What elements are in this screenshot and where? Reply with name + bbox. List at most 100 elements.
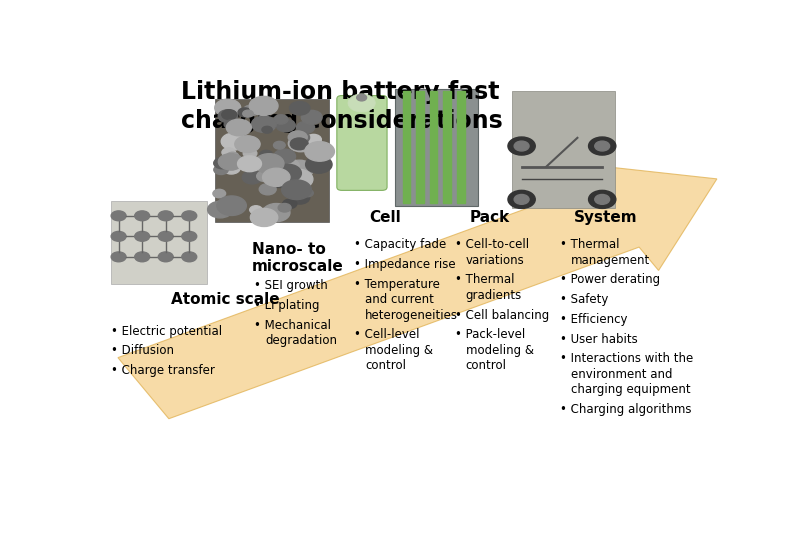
Text: management: management [571,254,650,266]
Circle shape [306,134,322,144]
FancyBboxPatch shape [337,95,387,190]
Text: variations: variations [466,254,525,266]
Circle shape [214,99,241,116]
Text: Lithium-ion battery fast
charging considerations: Lithium-ion battery fast charging consid… [181,80,502,133]
Circle shape [243,149,257,158]
Bar [457,91,465,204]
Text: Pack: Pack [470,209,510,224]
Circle shape [251,116,276,132]
Circle shape [222,162,240,174]
Circle shape [290,138,308,150]
Circle shape [306,156,332,173]
Text: • Cell-level: • Cell-level [354,328,420,341]
Circle shape [297,122,314,133]
Circle shape [226,152,238,160]
Circle shape [282,180,311,199]
Circle shape [217,196,246,215]
Circle shape [250,206,262,214]
Circle shape [218,110,238,123]
Circle shape [290,191,310,204]
Circle shape [158,252,173,262]
Text: • Charging algorithms: • Charging algorithms [560,402,691,416]
Text: • Charge transfer: • Charge transfer [111,364,215,377]
Circle shape [226,119,251,136]
Text: • User habits: • User habits [560,333,638,345]
Circle shape [134,231,150,241]
Text: • Thermal: • Thermal [454,273,514,286]
Text: control: control [366,359,406,372]
Circle shape [242,110,254,117]
Circle shape [222,133,247,150]
FancyBboxPatch shape [214,99,330,222]
FancyBboxPatch shape [111,201,207,284]
Circle shape [262,168,290,187]
Circle shape [222,148,235,157]
Text: heterogeneities: heterogeneities [366,309,458,321]
Text: environment and: environment and [571,368,673,381]
Text: • Power derating: • Power derating [560,273,660,286]
Circle shape [238,156,262,172]
Circle shape [182,211,197,221]
Circle shape [182,252,197,262]
Circle shape [158,231,173,241]
Text: • Temperature: • Temperature [354,278,440,291]
Circle shape [111,211,126,221]
Polygon shape [118,163,717,419]
Circle shape [158,211,173,221]
Circle shape [508,137,535,155]
Text: • Li plating: • Li plating [254,299,319,312]
Text: • Interactions with the: • Interactions with the [560,352,694,365]
Text: • SEI growth: • SEI growth [254,279,327,293]
Circle shape [305,142,334,161]
Circle shape [250,208,278,227]
Circle shape [288,135,313,152]
Circle shape [222,110,237,119]
Text: charging equipment: charging equipment [571,383,691,396]
Circle shape [262,204,290,222]
Text: control: control [466,359,507,372]
Circle shape [224,160,239,170]
Circle shape [257,171,273,182]
Circle shape [238,108,251,117]
Circle shape [282,169,313,189]
Circle shape [274,141,286,149]
Text: gradients: gradients [466,289,522,302]
Circle shape [276,119,295,132]
Bar [402,91,410,204]
Circle shape [290,131,310,144]
Circle shape [214,158,230,169]
Circle shape [278,158,299,173]
Circle shape [514,195,529,204]
Text: • Cell-to-cell: • Cell-to-cell [454,238,529,252]
Bar [416,91,424,204]
Circle shape [348,94,375,112]
Circle shape [254,154,284,173]
Circle shape [134,252,150,262]
Circle shape [594,141,610,151]
Circle shape [286,160,314,179]
Circle shape [589,190,616,208]
FancyBboxPatch shape [512,91,614,207]
Circle shape [134,211,150,221]
Text: modeling &: modeling & [466,344,534,357]
Text: • Capacity fade: • Capacity fade [354,238,446,252]
Circle shape [214,165,228,174]
Text: • Pack-level: • Pack-level [454,328,525,341]
Circle shape [282,199,297,208]
Text: Atomic scale: Atomic scale [171,292,280,306]
Circle shape [259,184,276,195]
FancyBboxPatch shape [394,88,478,206]
Text: System: System [574,209,638,224]
Circle shape [111,252,126,262]
Circle shape [508,190,535,208]
Circle shape [268,173,290,188]
Circle shape [235,136,260,152]
Circle shape [224,120,238,129]
Circle shape [262,126,272,133]
Circle shape [228,158,242,167]
Circle shape [274,149,295,164]
Text: • Electric potential: • Electric potential [111,325,222,337]
Circle shape [274,115,288,124]
Circle shape [589,137,616,155]
Circle shape [111,231,126,241]
